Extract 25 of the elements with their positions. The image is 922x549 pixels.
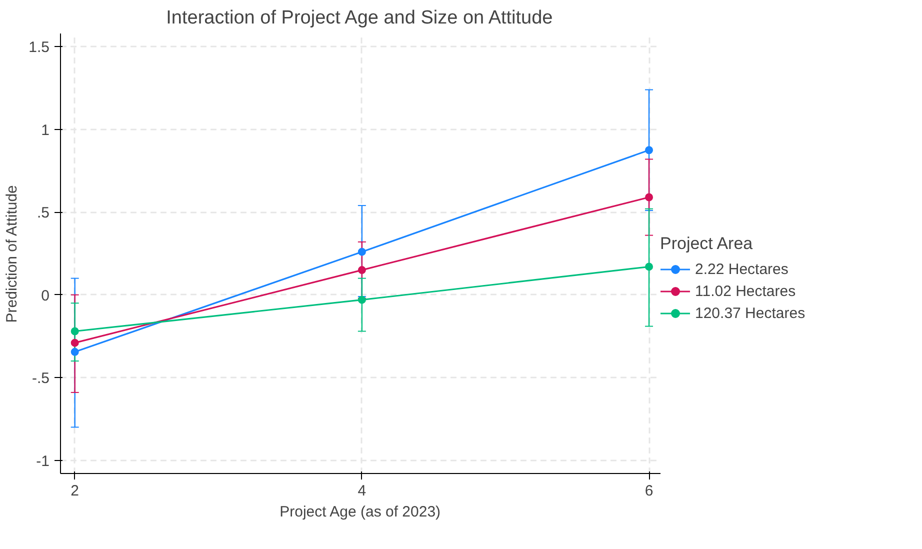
point [645, 146, 654, 154]
point [70, 338, 79, 347]
y-tick-label: 1 [41, 122, 50, 139]
x-axis-title: Project Age (as of 2023) [280, 504, 441, 520]
y-tick-label: -.5 [32, 370, 50, 388]
legend-label: 2.22 Hectares [695, 260, 788, 278]
point [70, 348, 79, 356]
point [645, 193, 654, 202]
x-tick-label: 4 [358, 482, 366, 500]
x-tick-label: 2 [70, 482, 80, 500]
point [70, 327, 79, 336]
legend-label: 120.37 Hectares [695, 304, 806, 322]
y-tick-label: .5 [36, 204, 50, 222]
point [358, 248, 366, 256]
legend-title: Project Area [660, 234, 754, 254]
legend-label: 11.02 Hectares [695, 282, 796, 300]
y-axis-title: Prediction of Attitude [4, 185, 21, 323]
point [358, 266, 366, 274]
point [645, 262, 654, 271]
chart-title: Interaction of Project Age and Size on Attitude [166, 8, 553, 28]
y-tick-label: -1 [36, 452, 50, 470]
y-tick-label: 1.5 [28, 39, 50, 56]
x-tick-label: 6 [644, 482, 654, 500]
y-tick-label: 0 [41, 287, 50, 304]
point [358, 296, 366, 304]
